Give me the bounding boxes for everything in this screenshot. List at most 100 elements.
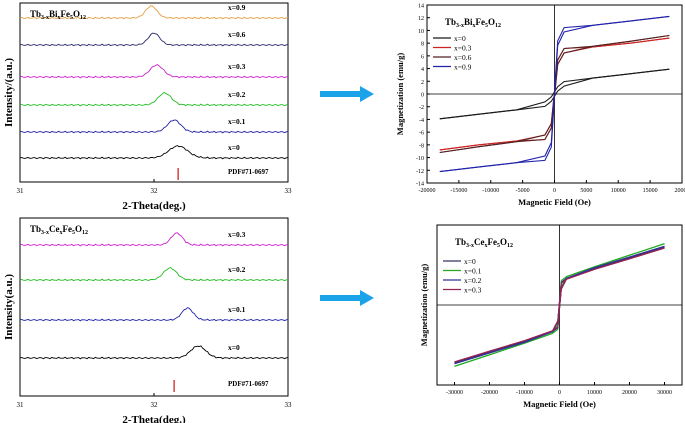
y-tick-label: -14 — [416, 182, 424, 188]
title-segment: Bi — [49, 9, 58, 19]
reference-label: PDF#71-0697 — [228, 168, 269, 176]
title-subscript: 3-x — [456, 23, 464, 29]
x-tick-label: -30000 — [446, 390, 463, 396]
series-label: x=0.9 — [228, 3, 246, 12]
title-segment: O — [75, 224, 82, 234]
title-subscript: 5 — [485, 23, 488, 29]
y-tick-label: 8 — [421, 42, 424, 48]
y-tick-label: 0 — [421, 93, 424, 99]
xrd-chart-xrd_ce: 31 32 33 2-Theta(deg.) Intensity(a.u.) PDF#71… — [3, 217, 293, 423]
y-tick-label: -6 — [419, 131, 424, 137]
title-segment: Ce — [474, 237, 485, 247]
chart-title: Tb3-xCexFe5O12 — [30, 224, 88, 236]
x-axis-label: Magnetic Field (Oe) — [523, 399, 596, 409]
xrd-pattern-x=0.1 — [19, 119, 289, 134]
mh-curve-x=0.3 — [454, 247, 665, 363]
title-subscript: 3-x — [466, 243, 474, 249]
x-tick-label: 30000 — [657, 390, 672, 396]
x-axis-label: 2-Theta(deg.) — [122, 414, 186, 423]
y-tick-label: 2 — [421, 80, 424, 86]
x-tick-label: 33 — [285, 401, 293, 409]
y-axis-label: Magnetization (emu/g) — [419, 264, 429, 347]
xrd-pattern-x=0.1 — [19, 307, 289, 322]
y-tick-label: 12 — [418, 16, 424, 22]
chart-title: Tb3-xBixFe5O12 — [445, 17, 501, 29]
x-tick-label: -15000 — [450, 188, 467, 194]
x-tick-label: 20000 — [675, 188, 685, 194]
title-subscript: 5 — [497, 243, 500, 249]
title-subscript: 12 — [82, 230, 88, 236]
y-axis-label: Intensity/(a.u.) — [3, 58, 15, 127]
right-arrow-icon — [320, 290, 374, 306]
y-tick-label: -12 — [416, 169, 424, 175]
title-segment: O — [73, 9, 80, 19]
legend-label: x=0.3 — [454, 44, 472, 53]
mh-curve-x=0.9 — [439, 15, 670, 173]
legend-label: x=0.2 — [464, 276, 482, 285]
legend-label: x=0 — [454, 34, 466, 43]
y-tick-label: 14 — [418, 4, 424, 10]
y-axis-label: Magnetization (emu/g) — [395, 53, 405, 136]
series-label: x=0.3 — [228, 62, 246, 71]
title-segment: Fe — [63, 224, 73, 234]
title-segment: Fe — [488, 237, 498, 247]
title-segment: Bi — [464, 17, 473, 27]
y-tick-label: 6 — [421, 54, 424, 60]
xrd-pattern-x=0.6 — [19, 32, 289, 47]
title-segment: O — [488, 17, 495, 27]
title-segment: O — [500, 237, 507, 247]
y-tick-label: -4 — [419, 118, 424, 124]
title-segment: Ce — [49, 224, 60, 234]
series-label: x=0 — [228, 343, 240, 352]
right-arrow-icon — [320, 86, 374, 102]
y-tick-label: -10 — [416, 156, 424, 162]
series-label: x=0.1 — [228, 117, 246, 126]
x-tick-label: -10000 — [482, 188, 499, 194]
x-tick-label: 10000 — [611, 188, 626, 194]
xrd-pattern-x=0.3 — [19, 232, 289, 247]
legend-label: x=0.1 — [464, 267, 482, 276]
title-subscript: 3-x — [41, 15, 49, 21]
legend-label: x=0.3 — [464, 286, 482, 295]
title-segment: Tb — [455, 237, 466, 247]
title-subscript: x — [485, 243, 488, 249]
y-tick-label: -8 — [419, 143, 424, 149]
x-tick-label: 32 — [151, 401, 159, 409]
xrd-chart-xrd_bi: 31 32 33 2-Theta(deg.) Intensity/(a.u.) PDF#7… — [3, 2, 293, 212]
y-tick-label: 10 — [418, 29, 424, 35]
xrd-pattern-x=0.2 — [19, 91, 289, 107]
chart-title: Tb3-xCexFe5O12 — [455, 237, 513, 249]
x-axis-label: 2-Theta(deg.) — [122, 200, 186, 212]
x-tick-label: 31 — [17, 401, 25, 409]
x-tick-label: 5000 — [580, 188, 592, 194]
title-subscript: 12 — [507, 243, 513, 249]
title-segment: Tb — [30, 9, 41, 19]
plot-frame — [19, 2, 289, 183]
xrd-pattern-x=0.9 — [19, 5, 289, 20]
legend-label: x=0.9 — [454, 63, 472, 72]
series-label: x=0.1 — [228, 305, 246, 314]
title-segment: Tb — [30, 224, 41, 234]
x-tick-label: -20000 — [419, 188, 436, 194]
y-tick-label: -2 — [419, 105, 424, 111]
title-segment: Tb — [445, 17, 456, 27]
series-label: x=0.3 — [228, 230, 246, 239]
x-tick-label: -5000 — [516, 188, 530, 194]
legend-label: x=0.6 — [454, 53, 472, 62]
title-subscript: 3-x — [41, 230, 49, 236]
x-tick-label: 20000 — [622, 390, 637, 396]
y-axis-label: Intensity(a.u.) — [3, 274, 15, 340]
title-segment: Fe — [61, 9, 71, 19]
x-tick-label: 31 — [17, 187, 25, 195]
x-tick-label: 0 — [553, 188, 556, 194]
series-label: x=0.2 — [228, 265, 246, 274]
title-subscript: 5 — [70, 15, 73, 21]
legend-label: x=0 — [464, 257, 476, 266]
x-tick-label: 33 — [285, 187, 293, 195]
xrd-pattern-x=0.3 — [19, 63, 289, 79]
mh-chart-mh_ce: -30000 -20000 -10000 0 10000 20000 30000 Magnet… — [419, 224, 683, 409]
xrd-pattern-x=0 — [19, 345, 289, 360]
x-tick-label: 10000 — [587, 390, 602, 396]
title-subscript: 5 — [72, 230, 75, 236]
